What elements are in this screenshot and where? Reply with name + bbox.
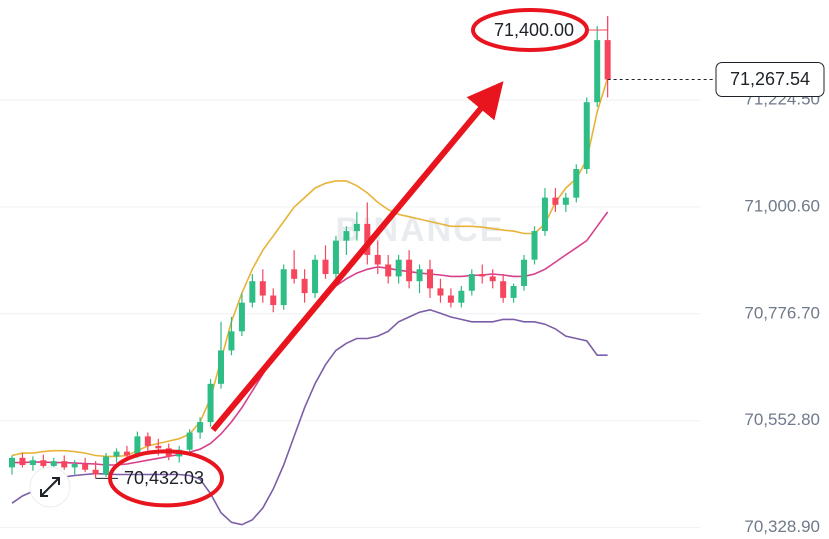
candles (9, 16, 611, 479)
band-line (11, 78, 609, 458)
trend-arrow (210, 81, 504, 432)
candle-body (552, 197, 559, 205)
candle-body (113, 451, 120, 457)
candle-body (228, 331, 235, 351)
candle-body (40, 460, 47, 466)
candle-body (406, 259, 413, 282)
candle-body (134, 436, 141, 456)
candle-body (61, 461, 68, 468)
candle-body (594, 40, 601, 103)
candle-body (437, 288, 444, 296)
candle-body (186, 432, 193, 450)
band-line (11, 308, 608, 526)
candle-body (353, 223, 360, 232)
candle-body (29, 460, 36, 466)
candle-body (92, 469, 99, 475)
candle-body (510, 285, 517, 298)
candle-body (427, 269, 433, 289)
candle-body (489, 276, 496, 282)
candle-body (249, 281, 256, 303)
low-label: 70,432.03 (124, 468, 204, 488)
candle-body (531, 231, 538, 260)
candle-body (291, 269, 298, 279)
candle-body (416, 269, 423, 282)
candle-body (458, 290, 465, 303)
y-tick-label: 71,000.60 (744, 196, 820, 215)
high-connector (585, 16, 609, 31)
candle-body (322, 259, 329, 275)
candle-body (583, 102, 590, 170)
candle-body (500, 281, 507, 298)
highlight-circle (471, 8, 589, 52)
bands (11, 78, 609, 526)
candle-body (238, 302, 245, 332)
candle-body (50, 461, 57, 466)
candle-body (71, 464, 78, 468)
expand-icon[interactable] (29, 466, 71, 508)
last-price-label: 71,267.54 (730, 69, 810, 89)
candle-body (270, 295, 277, 306)
candle-body (259, 281, 266, 296)
candle-body (604, 40, 611, 80)
candle-body (343, 231, 350, 241)
candle-body (521, 259, 528, 286)
candle-body (82, 464, 89, 470)
candle-body (197, 422, 204, 433)
candle-body (280, 269, 287, 306)
candle-body (103, 456, 110, 475)
candle-body (207, 383, 214, 423)
candle-body (155, 445, 162, 449)
candle-body (374, 254, 381, 265)
last-price-box (715, 61, 825, 97)
candle-body (562, 197, 569, 205)
candle-body (19, 457, 26, 466)
highlight-circle (108, 449, 224, 508)
candle-body (312, 259, 319, 294)
candle-body (447, 295, 454, 303)
candle-body (573, 169, 580, 198)
candle-body (468, 274, 475, 291)
y-tick-label: 70,776.70 (744, 303, 820, 322)
watermark: BINANCE (336, 211, 505, 249)
annotations: 71,267.54 71,400.00 70,432.03 (95, 8, 825, 508)
candle-body (332, 240, 339, 275)
candle-body (144, 436, 151, 446)
high-label: 71,400.00 (494, 20, 574, 40)
candle-body (395, 259, 402, 277)
candle-body (541, 197, 548, 232)
candle-body (364, 223, 371, 255)
candle-body (479, 274, 486, 277)
band-line (12, 211, 609, 466)
y-tick-label: 70,552.80 (744, 410, 820, 429)
candle-body (123, 451, 130, 456)
candle-body (9, 457, 15, 468)
candle-body (218, 350, 224, 384)
candle-body (385, 264, 392, 277)
candle-body (301, 278, 308, 294)
y-tick-label: 70,328.90 (744, 517, 820, 536)
